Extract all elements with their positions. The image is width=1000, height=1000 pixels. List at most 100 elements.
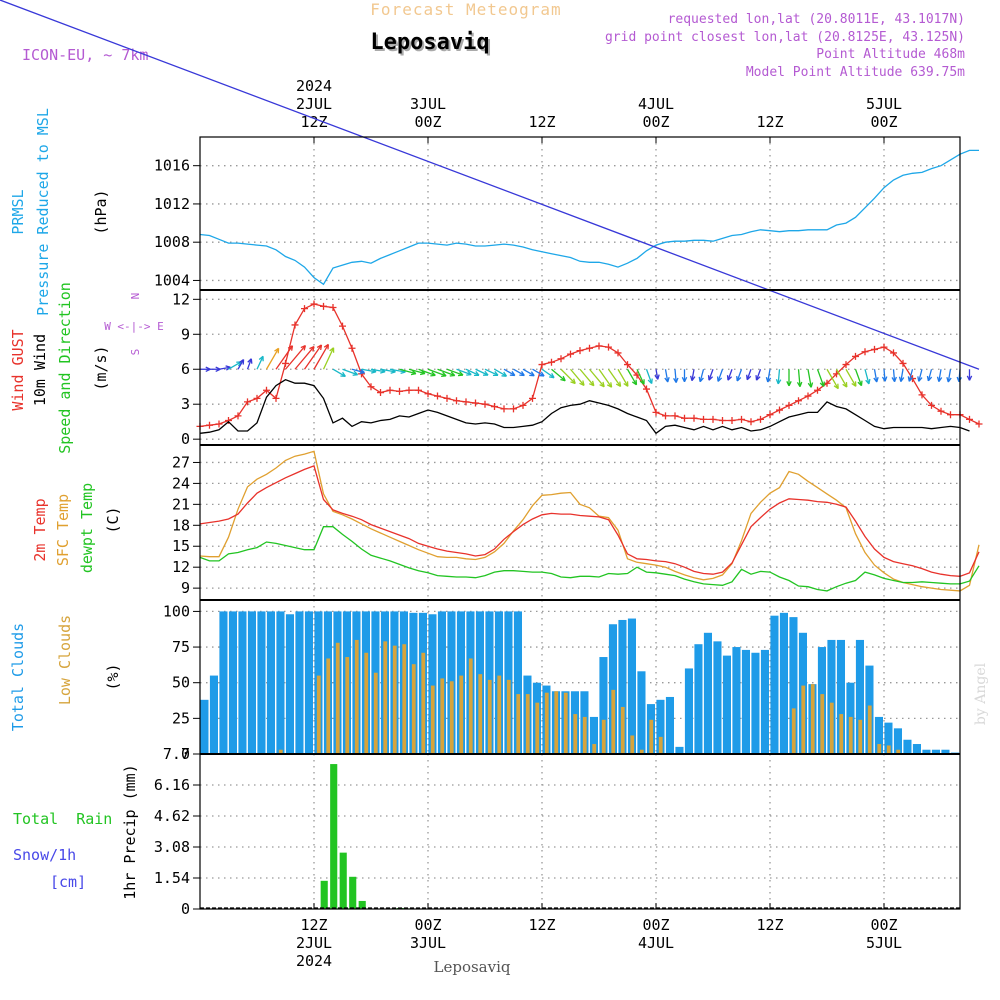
- cloud-label-low: Low Clouds: [56, 615, 74, 705]
- wind-arrow-head: [274, 347, 280, 354]
- wind-arrow: [408, 368, 426, 375]
- gust-point: [329, 303, 337, 311]
- total-cloud-bar: [732, 647, 741, 754]
- gust-point: [747, 418, 755, 426]
- bottom-hour-label: 12Z: [528, 916, 555, 934]
- bottom-date-label: 3JUL: [410, 934, 446, 952]
- total-cloud-bar: [599, 657, 608, 754]
- prmsl-line: [199, 149, 979, 286]
- wind-arrow: [873, 369, 878, 383]
- low-cloud-bar: [525, 694, 530, 754]
- wind-arrow-head: [833, 383, 839, 390]
- low-cloud-bar: [535, 702, 540, 754]
- gust-point: [253, 394, 261, 402]
- y-tick-label: 21: [172, 495, 190, 513]
- total-cloud-bar: [589, 716, 598, 754]
- bottom-hour-label: 00Z: [642, 916, 669, 934]
- gust-point: [861, 348, 869, 356]
- low-cloud-bar: [411, 664, 416, 754]
- low-cloud-bar: [345, 657, 350, 754]
- wind-arrow: [579, 368, 595, 387]
- y-tick-label: 27: [172, 453, 190, 471]
- top-hour-label: 00Z: [870, 113, 897, 131]
- gust-point: [481, 400, 489, 408]
- wind-arrow-head: [430, 371, 436, 377]
- gust-point: [424, 390, 432, 398]
- pressure-label-prmsl: PRMSL: [9, 189, 27, 234]
- y-tick-label: 75: [172, 638, 190, 656]
- gust-point: [529, 394, 536, 402]
- station-title-front: Leposaviq: [370, 30, 489, 55]
- bottom-date-label: 5JUL: [866, 934, 902, 952]
- low-cloud-bar: [487, 679, 492, 754]
- low-cloud-bar: [430, 685, 435, 754]
- wind-arrow: [777, 369, 781, 384]
- total-cloud-bar: [295, 611, 304, 754]
- total-cloud-bar: [694, 644, 703, 754]
- wind-arrow: [900, 369, 904, 382]
- gust-point: [206, 421, 213, 429]
- low-cloud-bar: [620, 706, 625, 754]
- low-cloud-bar: [649, 719, 654, 754]
- low-cloud-bar: [468, 658, 473, 754]
- bottom-hour-label: 12Z: [300, 916, 327, 934]
- total-cloud-bar: [779, 612, 788, 754]
- wind-arrow: [655, 369, 659, 380]
- gust-point: [500, 405, 508, 413]
- total-cloud-bar: [627, 618, 636, 754]
- compass-we: W <-|-> E: [104, 320, 164, 333]
- gust-point: [491, 403, 498, 411]
- gust-point: [567, 350, 574, 358]
- low-cloud-bar: [478, 674, 483, 754]
- gust-point: [728, 417, 736, 425]
- wind-arrow: [691, 369, 695, 381]
- low-cloud-bar: [335, 642, 340, 754]
- wind-arrow: [418, 368, 436, 376]
- wind-arrow: [303, 344, 323, 370]
- wind-arrow-head: [819, 381, 825, 387]
- precip-label-rain: Total Rain: [13, 810, 112, 828]
- wind-arrow-head: [698, 376, 704, 383]
- gust-point: [538, 361, 546, 369]
- low-cloud-bar: [506, 679, 511, 754]
- total-cloud-bar: [637, 671, 646, 754]
- gust-point: [738, 415, 745, 423]
- wind-arrow: [736, 369, 743, 382]
- gust-point: [443, 394, 451, 402]
- gust-point: [605, 343, 612, 351]
- gust-point: [709, 415, 717, 423]
- low-cloud-bar: [421, 652, 426, 754]
- gust-point: [405, 386, 413, 394]
- low-cloud-bar: [611, 689, 616, 754]
- total-cloud-bar: [513, 611, 522, 754]
- wind-arrow-head: [796, 381, 803, 387]
- wind-labels: Wind GUST 10m Wind Speed and Direction (…: [9, 282, 164, 454]
- gust-point: [386, 386, 394, 394]
- total-cloud-bar: [257, 611, 266, 754]
- wind-arrow-head: [615, 381, 622, 388]
- wind-arrow: [826, 368, 839, 389]
- temp-label-dewpt: dewpt Temp: [78, 483, 96, 573]
- low-cloud-bar: [516, 694, 521, 754]
- total-cloud-bar: [266, 611, 275, 754]
- wind-arrow-head: [509, 370, 516, 377]
- gust-point: [310, 300, 318, 308]
- gust-point: [291, 321, 299, 329]
- rain-bar: [339, 852, 347, 909]
- wind-arrow-head: [519, 370, 525, 377]
- wind-arrow-head: [466, 370, 472, 376]
- wind-arrow: [322, 347, 335, 370]
- top-title: Forecast Meteogram: [370, 0, 561, 19]
- wind-arrow-head: [807, 382, 814, 388]
- gust-point: [282, 359, 289, 367]
- wind-arrow-head: [606, 382, 613, 388]
- temp-panel: 9 12 15 18 21 24 27: [172, 450, 980, 597]
- low-cloud-bar: [354, 639, 359, 754]
- gust-point: [671, 412, 679, 420]
- precip-label-cm: [cm]: [50, 873, 86, 891]
- pressure-unit: (hPa): [92, 189, 110, 234]
- wind-arrow-head: [726, 375, 733, 381]
- wind-arrow: [256, 356, 264, 370]
- pressure-panel: 1004 1008 1012 1016: [154, 149, 979, 289]
- wind-arrow-head: [873, 377, 879, 383]
